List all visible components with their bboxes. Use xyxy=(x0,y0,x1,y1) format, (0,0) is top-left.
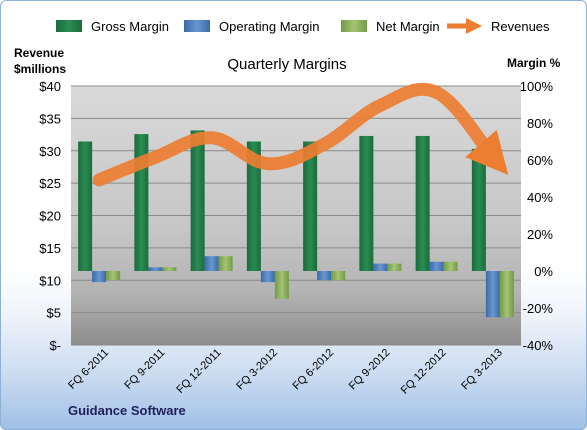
bar-net-margin xyxy=(162,267,177,271)
legend-label-revenues: Revenues xyxy=(491,19,550,34)
bar-gross-margin xyxy=(190,130,205,271)
bar-gross-margin xyxy=(359,135,374,271)
y-right-label: Margin % xyxy=(507,56,561,70)
y-right-tick-label: 20% xyxy=(527,227,553,242)
bar-operating-margin xyxy=(148,267,163,271)
y-right-tick-label: 100% xyxy=(520,79,554,94)
y-left-tick-label: $25 xyxy=(39,176,61,191)
x-tick-label: FQ 9-2011 xyxy=(122,347,167,392)
legend: Gross Margin Operating Margin Net Margin… xyxy=(56,17,550,34)
y-right-tick-label: 80% xyxy=(527,116,553,131)
bar-gross-margin xyxy=(471,148,486,271)
legend-label-net-margin: Net Margin xyxy=(376,19,440,34)
x-tick-label: FQ 3-2013 xyxy=(459,347,505,393)
bar-gross-margin xyxy=(415,135,430,271)
x-ticks: FQ 6-2011 FQ 9-2011 FQ 12-2011 FQ 3-2012 FQ … xyxy=(66,347,505,397)
y-left-ticks: $- $5 $10 $15 $20 $25 $30 $35 $40 xyxy=(39,79,61,353)
y-right-tick-label: 40% xyxy=(527,190,553,205)
y-right-tick-label: 60% xyxy=(527,153,553,168)
legend-swatch-operating-margin xyxy=(184,20,210,32)
y-left-label-line1: Revenue xyxy=(14,46,64,60)
y-left-tick-label: $- xyxy=(49,338,61,353)
y-left-tick-label: $10 xyxy=(39,273,61,288)
bar-net-margin xyxy=(218,256,233,271)
y-right-tick-label: -40% xyxy=(523,338,554,353)
bar-operating-margin xyxy=(485,271,500,318)
y-left-tick-label: $5 xyxy=(47,306,61,321)
bar-operating-margin xyxy=(373,263,388,271)
footer-label: Guidance Software xyxy=(68,403,186,418)
bar-operating-margin xyxy=(92,271,107,283)
x-tick-label: FQ 6-2011 xyxy=(66,347,111,392)
bar-operating-margin xyxy=(429,261,444,271)
y-left-tick-label: $30 xyxy=(39,144,61,159)
bar-operating-margin xyxy=(317,271,332,281)
x-tick-label: FQ 6-2012 xyxy=(291,347,337,393)
y-left-tick-label: $20 xyxy=(39,209,61,224)
bar-net-margin xyxy=(106,271,121,281)
x-tick-label: FQ 12-2011 xyxy=(174,347,223,396)
bar-net-margin xyxy=(387,263,402,271)
bar-net-margin xyxy=(331,271,346,281)
chart-title: Quarterly Margins xyxy=(227,56,346,73)
x-tick-label: FQ 12-2012 xyxy=(399,347,449,397)
y-left-tick-label: $35 xyxy=(39,111,61,126)
legend-swatch-gross-margin xyxy=(56,20,82,32)
revenue-series-line xyxy=(92,82,509,187)
bar-gross-margin xyxy=(246,141,261,271)
bar-operating-margin xyxy=(260,271,275,283)
bar-operating-margin xyxy=(204,256,219,271)
bar-gross-margin xyxy=(303,141,318,271)
bar-net-margin xyxy=(443,261,458,271)
legend-label-gross-margin: Gross Margin xyxy=(91,19,169,34)
y-right-ticks: -40% -20% 0% 20% 40% 60% 80% 100% xyxy=(520,79,554,353)
legend-swatch-net-margin xyxy=(341,20,367,32)
bar-net-margin xyxy=(274,271,289,299)
revenue-line xyxy=(92,82,509,187)
x-tick-label: FQ 3-2012 xyxy=(234,347,280,393)
y-left-label-line2: $millions xyxy=(14,62,66,76)
legend-label-operating-margin: Operating Margin xyxy=(219,19,319,34)
bars xyxy=(78,130,514,318)
y-left-tick-label: $40 xyxy=(39,79,61,94)
bar-gross-margin xyxy=(78,141,93,271)
x-tick-label: FQ 9-2012 xyxy=(347,347,393,393)
bar-net-margin xyxy=(499,271,514,318)
y-right-tick-label: -20% xyxy=(523,301,554,316)
y-left-tick-label: $15 xyxy=(39,241,61,256)
y-right-tick-label: 0% xyxy=(534,264,553,279)
